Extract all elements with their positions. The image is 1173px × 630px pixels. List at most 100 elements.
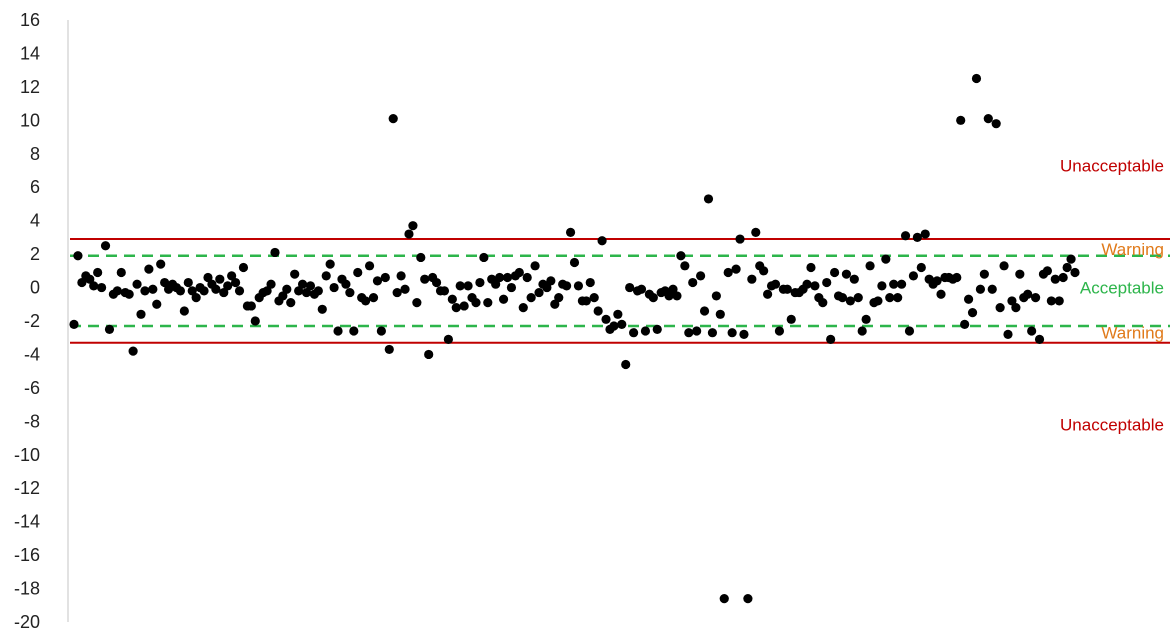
data-point: [782, 284, 792, 294]
y-tick-label: -10: [14, 445, 40, 465]
data-point: [179, 306, 189, 316]
data-point: [696, 271, 706, 281]
data-point: [152, 299, 162, 309]
data-point: [530, 261, 540, 271]
y-tick-label: 0: [30, 278, 40, 298]
data-point: [361, 296, 371, 306]
data-point: [317, 304, 327, 314]
data-point: [609, 321, 619, 331]
data-point: [806, 262, 816, 273]
data-point: [664, 291, 674, 301]
data-point: [908, 271, 919, 281]
zone-label-unacceptable: Unacceptable: [1060, 156, 1164, 175]
data-point: [845, 296, 855, 306]
data-point: [786, 314, 796, 324]
data-point: [199, 286, 209, 296]
data-point: [191, 292, 201, 303]
data-point: [69, 319, 79, 329]
data-point: [1042, 266, 1053, 276]
data-point: [483, 298, 493, 308]
data-point: [175, 286, 186, 296]
y-tick-label: -2: [24, 311, 40, 331]
y-tick-label: 4: [30, 211, 40, 231]
data-point: [341, 279, 351, 289]
data-point: [187, 286, 197, 296]
data-point: [569, 257, 580, 268]
data-point: [554, 292, 564, 303]
data-point: [491, 279, 501, 289]
data-point: [203, 272, 213, 283]
data-point: [995, 303, 1005, 313]
data-point: [1027, 326, 1037, 336]
data-point: [581, 296, 591, 306]
data-point: [680, 261, 690, 271]
data-point: [684, 328, 694, 338]
data-point: [234, 286, 245, 296]
zone-labels: Unacceptable Warning Acceptable Warning Unac…: [1060, 156, 1164, 434]
data-point: [731, 264, 741, 274]
data-point: [1050, 274, 1060, 284]
data-point: [849, 274, 859, 284]
data-point: [96, 282, 107, 293]
data-point: [1062, 262, 1072, 273]
data-point: [1011, 303, 1021, 313]
data-point: [889, 279, 899, 289]
data-point: [219, 287, 229, 298]
data-point: [183, 277, 193, 288]
data-point: [404, 229, 414, 239]
data-point: [246, 301, 256, 311]
data-point: [613, 309, 623, 319]
data-point: [148, 284, 158, 294]
data-point: [672, 291, 682, 301]
data-point: [885, 292, 895, 303]
data-point: [747, 274, 757, 284]
data-point: [329, 282, 339, 293]
data-point: [873, 296, 883, 306]
data-point: [841, 269, 852, 279]
data-point: [364, 261, 375, 271]
data-point: [830, 267, 840, 278]
data-point: [715, 309, 725, 319]
data-point: [333, 326, 343, 336]
data-point: [1066, 254, 1076, 264]
data-point: [735, 234, 745, 244]
data-point: [1054, 296, 1064, 306]
data-point: [514, 267, 524, 278]
data-point: [601, 314, 611, 324]
data-point: [802, 279, 812, 289]
data-point: [132, 279, 142, 289]
data-point: [431, 277, 442, 288]
data-point: [451, 303, 461, 313]
data-point: [963, 294, 974, 304]
data-point: [550, 299, 560, 309]
zone-label-unacceptable: Unacceptable: [1060, 416, 1164, 435]
data-point: [916, 262, 926, 273]
data-point: [763, 289, 773, 299]
data-point: [282, 284, 292, 294]
data-point: [73, 251, 83, 261]
data-point: [345, 287, 355, 298]
y-tick-label: 2: [30, 244, 40, 264]
y-tick-label: -18: [14, 579, 40, 599]
data-point: [297, 279, 308, 289]
data-point: [617, 319, 627, 329]
y-tick-label: -16: [14, 545, 40, 565]
data-point: [542, 282, 552, 293]
y-tick-label: -8: [24, 411, 40, 431]
data-point: [861, 314, 871, 324]
data-point: [625, 282, 635, 293]
data-point: [739, 329, 749, 339]
data-point: [967, 308, 978, 318]
data-point: [408, 221, 418, 231]
data-point: [412, 298, 422, 308]
data-point: [979, 269, 989, 279]
data-point: [459, 301, 469, 311]
data-point: [1030, 292, 1041, 303]
data-point: [1003, 329, 1013, 339]
data-point: [475, 277, 485, 288]
data-point: [455, 281, 465, 291]
data-point: [1007, 296, 1017, 306]
data-point: [128, 346, 138, 356]
data-point: [546, 276, 556, 286]
data-point: [526, 292, 536, 303]
